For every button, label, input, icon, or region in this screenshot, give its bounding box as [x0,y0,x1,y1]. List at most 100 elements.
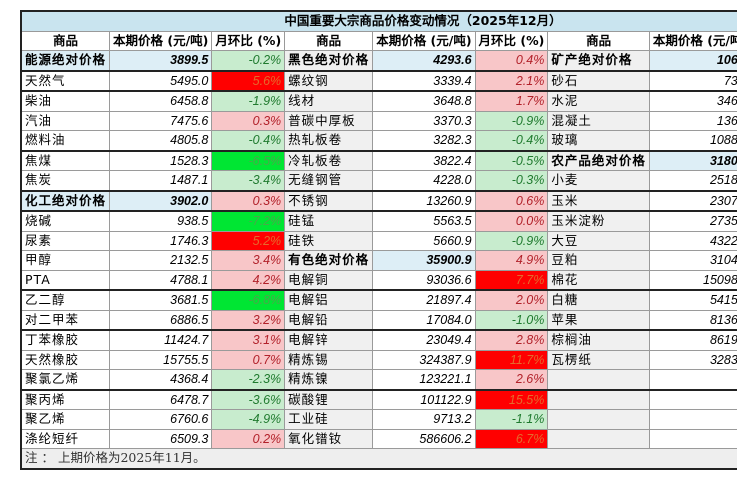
commodity-name: 精炼镍 [284,369,374,390]
table-row: 焦煤1528.3-6.5%冷轧板卷3822.4-0.5%农产品绝对价格3180.… [20,149,737,171]
month-over-month-change: 2.8% [474,329,549,351]
current-price: 2132.5 [109,250,213,271]
commodity-name: 烧碱 [20,210,111,232]
month-over-month-change: 0.0% [474,210,549,232]
current-price: 6509.3 [109,428,213,449]
header-name-2: 商品 [284,30,374,51]
current-price: 9713.2 [372,409,476,430]
month-over-month-change: -1.9% [211,90,286,112]
month-over-month-change: -0.3% [474,170,549,191]
header-change-2: 月环比 (%) [474,30,549,51]
month-over-month-change: -0.4% [211,130,286,151]
commodity-name: 水泥 [547,90,650,112]
commodity-name: 柴油 [20,90,111,112]
month-over-month-change: -2.3% [211,369,286,390]
current-price: 5660.9 [372,230,476,251]
commodity-name: 碳酸锂 [284,388,374,410]
current-price: 6886.5 [109,309,213,331]
current-price: 1528.3 [109,149,213,171]
month-over-month-change: 4.9% [474,250,549,271]
commodity-name: 尿素 [20,230,111,251]
note-row: 注 ： 上期价格为2025年11月。 [20,448,737,469]
commodity-name: 砂石 [547,69,650,92]
month-over-month-change: 3.4% [211,250,286,271]
table-row: 涤纶短纤 6509.3 0.2% 氧化镨钕 586606.2 6.7% [20,428,737,449]
month-over-month-change: 5.2% [211,230,286,251]
current-price: 3648.8 [372,90,476,112]
current-price: 4805.8 [109,130,213,151]
current-price: 4788.1 [109,269,213,291]
category-name: 能源绝对价格 [20,50,111,71]
current-price: 11424.7 [109,329,213,351]
current-price: 3902.0 [109,189,213,212]
commodity-name: 天然气 [20,69,111,92]
category-name: 有色绝对价格 [284,250,374,271]
current-price: 8619.6 [648,329,737,351]
commodity-name: 聚丙烯 [20,388,111,410]
commodity-name: 氧化镨钕 [284,428,374,449]
commodity-name: 棕榈油 [547,329,650,351]
header-name-1: 商品 [20,30,111,51]
month-over-month-change: 4.2% [211,269,286,291]
commodity-name: 棉花 [547,269,650,291]
current-price [648,409,737,430]
current-price: 73.5 [648,69,737,92]
month-over-month-change: 0.3% [211,189,286,212]
commodity-name: 无缝钢管 [284,170,374,191]
table-row: 聚氯乙烯 4368.4 -2.3% 精炼镍 123221.1 2.6% [20,369,737,390]
current-price: 5415.7 [648,289,737,311]
commodity-name: 聚乙烯 [20,409,111,430]
current-price: 3282.3 [372,130,476,151]
month-over-month-change: -6.5% [211,149,286,171]
month-over-month-change: -1.1% [474,409,549,430]
current-price: 5563.5 [372,210,476,232]
current-price: 3283.5 [648,349,737,370]
commodity-name: 白糖 [547,289,650,311]
commodity-name: 焦炭 [20,170,111,191]
current-price: 1088.4 [648,130,737,151]
commodity-name: 螺纹钢 [284,69,374,92]
month-over-month-change: 2.6% [474,369,549,390]
commodity-name: 涤纶短纤 [20,428,111,449]
commodity-name [547,409,650,430]
current-price: 13260.9 [372,189,476,212]
current-price: 2735.5 [648,210,737,232]
header-change-1: 月环比 (%) [211,30,286,51]
current-price: 8136.6 [648,309,737,331]
current-price: 586606.2 [372,428,476,449]
current-price [648,369,737,390]
month-over-month-change: 6.7% [474,428,549,449]
month-over-month-change: -0.9% [474,110,549,131]
month-over-month-change: 0.6% [474,189,549,212]
current-price: 346.8 [648,90,737,112]
commodity-price-table: 中国重要大宗商品价格变动情况（2025年12月） 商品 本期价格 (元/吨) 月… [20,10,737,470]
current-price: 2307.4 [648,189,737,212]
current-price: 123221.1 [372,369,476,390]
current-price: 3899.5 [109,50,213,71]
month-over-month-change: 0.3% [211,110,286,131]
current-price: 2518.1 [648,170,737,191]
commodity-name: 天然橡胶 [20,349,111,370]
current-price: 3104.8 [648,250,737,271]
category-name: 化工绝对价格 [20,189,111,212]
commodity-name: 电解铜 [284,269,374,291]
commodity-name: 线材 [284,90,374,112]
commodity-name: 精炼锡 [284,349,374,370]
current-price [648,388,737,410]
commodity-name: 大豆 [547,230,650,251]
current-price: 6458.8 [109,90,213,112]
current-price: 324387.9 [372,349,476,370]
commodity-name: 玻璃 [547,130,650,151]
commodity-name: 玉米 [547,189,650,212]
table-row: 丁苯橡胶11424.73.1%电解锌23049.42.8%棕榈油8619.6-0… [20,329,737,351]
month-over-month-change: 3.2% [211,309,286,331]
commodity-name: 硅锰 [284,210,374,232]
current-price: 4293.6 [372,50,476,71]
table-row: 天然橡胶15755.50.7%精炼锡324387.911.7%瓦楞纸3283.5… [20,349,737,370]
month-over-month-change: 2.0% [474,289,549,311]
header-price-2: 本期价格 (元/吨) [372,30,476,51]
header-name-3: 商品 [547,30,650,51]
